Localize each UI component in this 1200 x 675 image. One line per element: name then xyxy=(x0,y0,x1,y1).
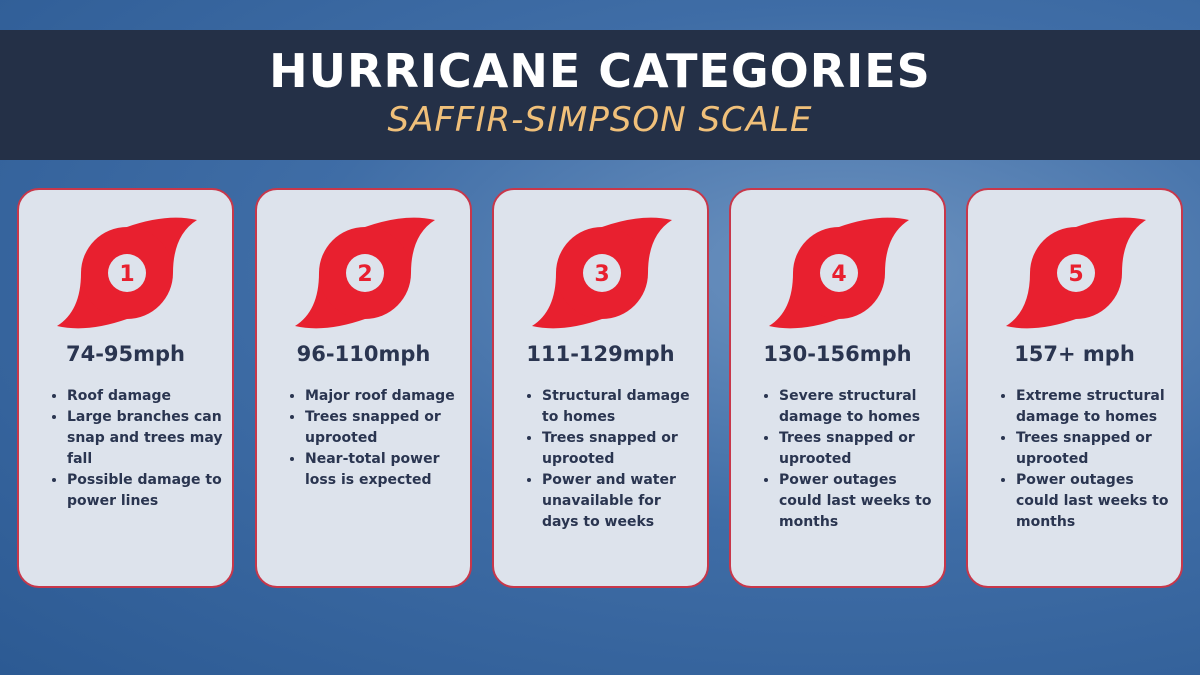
wind-speed: 96-110mph xyxy=(296,342,431,366)
category-number: 5 xyxy=(1068,262,1083,287)
category-number: 4 xyxy=(831,262,846,287)
impact-item: Near-total power loss is expected xyxy=(305,449,465,491)
impact-item: Power and water unavailable for days to … xyxy=(542,470,702,533)
title: HURRICANE CATEGORIES xyxy=(269,44,931,98)
subtitle: SAFFIR-SIMPSON SCALE xyxy=(387,100,813,140)
card: 1 74-95mph Roof damageLarge branches can s… xyxy=(17,188,234,588)
wind-speed: 111-129mph xyxy=(526,342,675,366)
impact-item: Trees snapped or uprooted xyxy=(779,428,939,470)
wind-speed: 74-95mph xyxy=(65,342,186,366)
card: 4 130-156mph Severe structural damage to h… xyxy=(729,188,946,588)
hurricane-icon: 4 xyxy=(769,217,909,329)
impact-item: Roof damage xyxy=(67,386,227,407)
hurricane-icon: 3 xyxy=(532,217,672,329)
impact-item: Trees snapped or uprooted xyxy=(305,407,465,449)
impact-item: Trees snapped or uprooted xyxy=(1016,428,1176,470)
card: 5 157+ mph Extreme structural damage to ho… xyxy=(966,188,1183,588)
impact-list: Severe structural damage to homesTrees s… xyxy=(761,386,939,533)
card: 2 96-110mph Major roof damageTrees snapped… xyxy=(255,188,472,588)
hurricane-icon: 2 xyxy=(295,217,435,329)
impact-list: Roof damageLarge branches can snap and t… xyxy=(49,386,227,512)
impact-item: Power outages could last weeks to months xyxy=(779,470,939,533)
impact-list: Extreme structural damage to homesTrees … xyxy=(998,386,1176,533)
wind-speed: 130-156mph xyxy=(763,342,912,366)
hurricane-icon: 5 xyxy=(1006,217,1146,329)
impact-item: Large branches can snap and trees may fa… xyxy=(67,407,227,470)
category-number: 1 xyxy=(119,262,134,287)
wind-speed: 157+ mph xyxy=(1014,342,1135,366)
impact-item: Trees snapped or uprooted xyxy=(542,428,702,470)
impact-item: Severe structural damage to homes xyxy=(779,386,939,428)
impact-list: Major roof damageTrees snapped or uproot… xyxy=(287,386,465,491)
icon-eye xyxy=(820,254,858,292)
icon-eye xyxy=(1057,254,1095,292)
hurricane-icon: 1 xyxy=(57,217,197,329)
impact-item: Power outages could last weeks to months xyxy=(1016,470,1176,533)
category-number: 3 xyxy=(594,262,609,287)
impact-item: Major roof damage xyxy=(305,386,465,407)
icon-eye xyxy=(583,254,621,292)
impact-item: Extreme structural damage to homes xyxy=(1016,386,1176,428)
impact-item: Structural damage to homes xyxy=(542,386,702,428)
icon-eye xyxy=(346,254,384,292)
impact-list: Structural damage to homesTrees snapped … xyxy=(524,386,702,533)
impact-item: Possible damage to power lines xyxy=(67,470,227,512)
header: HURRICANE CATEGORIES SAFFIR-SIMPSON SCAL… xyxy=(0,30,1200,160)
category-number: 2 xyxy=(357,262,372,287)
card: 3 111-129mph Structural damage to homesTre… xyxy=(492,188,709,588)
icon-eye xyxy=(108,254,146,292)
